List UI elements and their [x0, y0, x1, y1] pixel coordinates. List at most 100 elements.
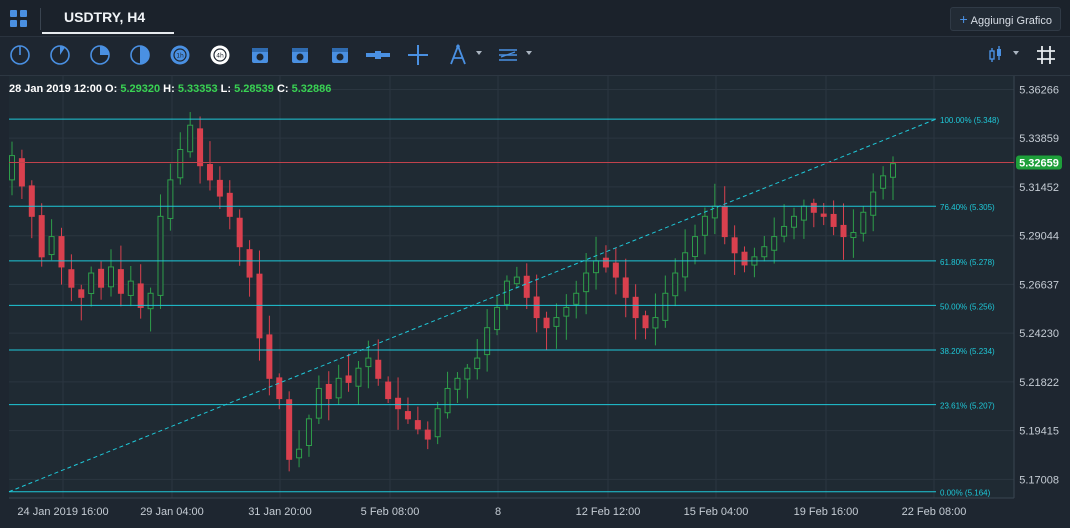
timeframe-d1-icon[interactable]: [248, 43, 272, 67]
candle-body: [226, 192, 233, 217]
timeframe-w1-icon[interactable]: [288, 43, 312, 67]
candle-body: [711, 205, 718, 219]
price-axis-label: 5.31452: [1019, 182, 1059, 194]
chevron-down-icon[interactable]: [526, 51, 532, 55]
plot-background: [9, 76, 1014, 498]
candle-body: [276, 377, 283, 400]
candlestick-chart[interactable]: 24 Jan 2019 16:00 29 Jan 04:00 31 Jan 20:0…: [0, 76, 1070, 528]
ohlc-close-label: C:: [276, 83, 289, 95]
ohlc-low-label: L:: [220, 83, 232, 95]
candle-body: [187, 124, 194, 153]
candle-body: [731, 237, 738, 254]
levels-tool-icon[interactable]: [496, 43, 520, 67]
candle-body: [88, 272, 95, 295]
candle-body: [414, 420, 421, 430]
ohlc-low: 5.28539: [234, 83, 274, 95]
candle-body: [494, 306, 501, 331]
candle-body: [197, 128, 204, 167]
timeframe-mn-icon[interactable]: [328, 43, 352, 67]
horizontal-line-icon[interactable]: [366, 43, 390, 67]
candle-body: [553, 317, 560, 327]
price-axis-label: 5.24230: [1019, 328, 1059, 340]
candle-body: [612, 262, 619, 278]
candle-body: [395, 397, 402, 410]
price-axis-label: 5.36266: [1019, 84, 1059, 96]
current-price-label: 5.32659: [1019, 157, 1059, 169]
candle-body: [533, 296, 540, 319]
candle-body: [256, 273, 263, 339]
price-axis-label: 5.33859: [1019, 133, 1059, 145]
timeframe-h1-icon[interactable]: 1h: [168, 43, 192, 67]
candle-body: [18, 158, 25, 187]
candle-body: [513, 276, 520, 285]
time-axis-label: 15 Feb 04:00: [684, 506, 749, 518]
candle-body: [464, 367, 471, 380]
candle-body: [365, 357, 372, 368]
candle-body: [583, 272, 590, 293]
candle-body: [38, 215, 45, 258]
chart-area[interactable]: 24 Jan 2019 16:00 29 Jan 04:00 31 Jan 20:0…: [0, 76, 1070, 528]
candle-body: [692, 236, 699, 258]
timeframe-m30-icon[interactable]: [128, 43, 152, 67]
symbol-tab[interactable]: USDTRY, H4: [42, 0, 174, 34]
add-chart-button[interactable]: + Aggiungi Grafico: [950, 7, 1061, 31]
candle-body: [771, 236, 778, 251]
candle-body: [820, 213, 827, 217]
candle-body: [315, 387, 322, 419]
time-axis-label: 19 Feb 16:00: [794, 506, 859, 518]
fib-level-label: 0.00% (5.164): [940, 489, 991, 498]
crosshair-icon[interactable]: [406, 43, 430, 67]
candle-body: [622, 277, 629, 298]
candle-body: [563, 306, 570, 317]
candle-body: [701, 215, 708, 236]
candle-body: [850, 232, 857, 239]
candle-body: [98, 268, 105, 288]
plus-icon: +: [959, 11, 968, 27]
candle-body: [523, 275, 530, 298]
candle-body: [48, 236, 55, 256]
fib-level-label: 100.00% (5.348): [940, 116, 999, 125]
timeframe-m15-icon[interactable]: [88, 43, 112, 67]
candle-body: [375, 359, 382, 379]
timeframe-m1-icon[interactable]: [8, 43, 32, 67]
candle-body: [246, 249, 253, 278]
layout-grid-icon[interactable]: [10, 10, 28, 28]
candle-body: [890, 163, 896, 178]
candle-body: [474, 357, 481, 370]
fibonacci-tool-icon[interactable]: [446, 43, 470, 67]
candle-body: [137, 283, 144, 308]
top-bar: USDTRY, H4 + Aggiungi Grafico: [0, 0, 1070, 37]
time-axis-label: 31 Jan 20:00: [248, 506, 312, 518]
chevron-down-icon[interactable]: [1013, 51, 1019, 55]
candle-body: [860, 211, 867, 234]
price-axis-label: 5.29044: [1019, 231, 1059, 243]
candle-body: [127, 280, 134, 296]
price-axis-label: 5.26637: [1019, 279, 1059, 291]
ohlc-close: 5.32886: [291, 83, 332, 95]
candle-body: [573, 292, 580, 305]
candle-body: [107, 266, 114, 288]
time-axis-label: 24 Jan 2019 16:00: [17, 506, 108, 518]
fib-trend-line: [8, 118, 937, 493]
candle-body: [781, 225, 788, 237]
candle-body: [662, 292, 669, 321]
grid-icon[interactable]: [1034, 43, 1058, 67]
candle-body: [286, 399, 293, 460]
chart-type-icon[interactable]: [983, 43, 1007, 67]
candle-body: [444, 387, 451, 414]
chevron-down-icon[interactable]: [476, 51, 482, 55]
candle-body: [652, 317, 659, 329]
candle-body: [117, 269, 124, 294]
fib-level-label: 61.80% (5.278): [940, 258, 995, 267]
ohlc-high-label: H:: [163, 83, 175, 95]
time-axis-label: 29 Jan 04:00: [140, 506, 204, 518]
candle-body: [296, 448, 303, 459]
price-axis-label: 5.17008: [1019, 474, 1059, 486]
toolbar: 1h 4h: [0, 37, 1070, 76]
timeframe-h4-icon[interactable]: 4h: [208, 43, 232, 67]
timeframe-m5-icon[interactable]: [48, 43, 72, 67]
ohlc-high: 5.33353: [177, 83, 218, 95]
candle-body: [593, 260, 600, 274]
candle-body: [672, 272, 679, 297]
svg-text:4h: 4h: [216, 53, 224, 60]
